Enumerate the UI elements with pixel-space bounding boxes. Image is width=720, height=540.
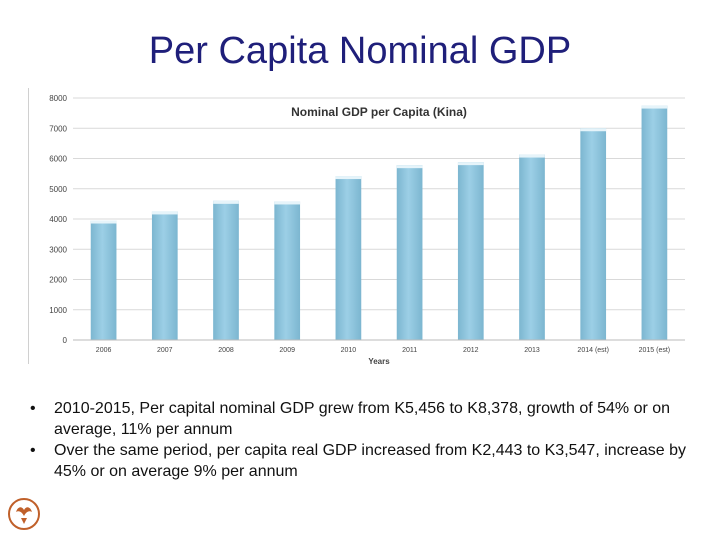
bar-top (641, 105, 668, 109)
bullet-text: 2010-2015, Per capital nominal GDP grew … (54, 400, 671, 438)
bullet-list: • 2010-2015, Per capital nominal GDP gre… (28, 398, 698, 482)
x-tick-label: 2012 (463, 347, 479, 354)
x-tick-label: 2008 (218, 347, 234, 354)
y-tick-label: 4000 (49, 215, 67, 224)
bullet-text: Over the same period, per capita real GD… (54, 442, 687, 480)
chart-frame: 0 1000 2000 3000 4000 5000 6000 7000 8000 2006 200… (28, 88, 693, 364)
bar-top (519, 154, 545, 158)
bar (519, 154, 545, 340)
bar (274, 201, 301, 340)
chart-title: Nominal GDP per Capita (Kina) (291, 105, 467, 119)
y-tick-label: 6000 (49, 155, 67, 164)
y-tick-label: 5000 (49, 185, 67, 194)
bar-top (90, 220, 117, 224)
bar (580, 128, 607, 340)
bar-top (274, 201, 301, 205)
bar (90, 220, 117, 340)
bar-top (580, 128, 607, 132)
x-tick-label: 2010 (341, 347, 357, 354)
x-tick-label: 2007 (157, 347, 173, 354)
bar-top (457, 162, 484, 166)
bar-top (335, 176, 362, 180)
x-tick-label: 2006 (96, 347, 112, 354)
bar-top (213, 200, 239, 204)
bar (213, 200, 239, 340)
y-tick-label: 2000 (49, 276, 67, 285)
x-axis-label: Years (368, 357, 390, 364)
x-tick-label: 2013 (524, 347, 540, 354)
x-tick-label: 2015 (est) (639, 347, 671, 354)
bullet-dot: • (30, 442, 36, 459)
bar (396, 165, 423, 340)
y-tick-label: 8000 (49, 94, 67, 103)
x-tick-label: 2009 (279, 347, 295, 354)
bar (151, 211, 178, 340)
bullet-item: • Over the same period, per capita real … (28, 440, 698, 482)
emblem-logo-icon (8, 498, 40, 530)
x-tick-label: 2011 (402, 347, 417, 354)
y-tick-label: 7000 (49, 124, 67, 133)
bar (335, 176, 362, 340)
bullet-dot: • (30, 400, 36, 417)
bullet-item: • 2010-2015, Per capital nominal GDP gre… (28, 398, 698, 440)
x-tick-label: 2014 (est) (577, 347, 609, 354)
bar (457, 162, 484, 340)
bar (641, 105, 668, 340)
bar-top (151, 211, 178, 215)
y-tick-label: 0 (63, 336, 68, 345)
bar-chart: 0 1000 2000 3000 4000 5000 6000 7000 8000 2006 200… (49, 94, 685, 364)
bar-top (396, 165, 423, 169)
y-tick-label: 3000 (49, 245, 67, 254)
slide-title: Per Capita Nominal GDP (148, 30, 572, 72)
y-tick-label: 1000 (49, 306, 67, 315)
